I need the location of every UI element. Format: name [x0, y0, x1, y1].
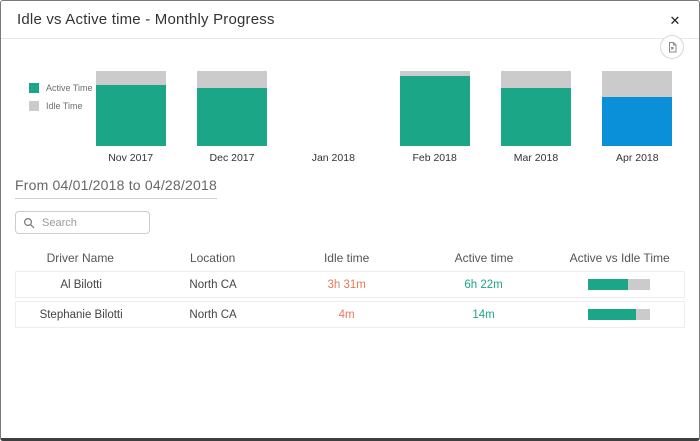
month-label: Apr 2018 [615, 152, 659, 164]
col-header-driver-name: Driver Name [46, 251, 114, 265]
table-row[interactable]: Stephanie Bilotti North CA 4m 14m [15, 301, 685, 328]
active-vs-idle-bar [587, 309, 650, 320]
active-time-swatch [29, 83, 39, 93]
chart-slot: Feb 2018 [384, 71, 485, 183]
stacked-bar-feb-2018[interactable] [399, 71, 470, 146]
col-header-location: Location [189, 251, 236, 265]
cell-idle-time: 3h 31m [327, 278, 366, 291]
export-report-button[interactable] [660, 35, 684, 59]
drivers-table: Driver Name Location Idle time Active ti… [15, 248, 685, 328]
cell-driver-name: Al Bilotti [60, 278, 102, 291]
idle-time-swatch [29, 101, 39, 111]
search-icon [23, 216, 35, 234]
legend-item-active: Active Time [29, 83, 93, 93]
chart-legend: Active Time Idle Time [29, 83, 93, 119]
cell-active-time: 14m [472, 308, 495, 321]
search-input[interactable] [15, 211, 150, 234]
bar-segment-idle [500, 71, 571, 89]
date-range-heading: From 04/01/2018 to 04/28/2018 [15, 177, 217, 199]
month-label: Jan 2018 [311, 152, 355, 164]
cell-idle-time: 4m [338, 308, 355, 321]
bar-segment-idle [95, 71, 166, 86]
bar-segment-active [399, 76, 470, 146]
bar-segment-idle [196, 71, 267, 88]
chart-slot: Jan 2018 [283, 71, 384, 183]
legend-item-idle: Idle Time [29, 101, 93, 111]
stacked-bar-dec-2017[interactable] [196, 71, 267, 146]
period-row: From 04/01/2018 to 04/28/2018 [1, 169, 699, 199]
chart-slot: Mar 2018 [485, 71, 586, 183]
table-row[interactable]: Al Bilotti North CA 3h 31m 6h 22m [15, 271, 685, 298]
col-header-active-time: Active time [454, 251, 514, 265]
chart-slot: Apr 2018 [587, 71, 688, 183]
monthly-progress-chart: Active Time Idle Time Nov 2017 Dec 2017 Ja… [1, 39, 699, 169]
modal-header: Idle vs Active time - Monthly Progress [1, 1, 699, 39]
chart-bars: Nov 2017 Dec 2017 Jan 2018 Feb 2018 Mar 2018… [80, 71, 688, 183]
bar-segment-active [196, 87, 267, 146]
chart-slot: Nov 2017 [80, 71, 181, 183]
col-header-idle-time: Idle time [323, 251, 370, 265]
legend-label: Active Time [46, 83, 93, 93]
col-header-active-vs-idle: Active vs Idle Time [569, 251, 670, 265]
stacked-bar-apr-2018[interactable] [602, 71, 673, 146]
month-label: Dec 2017 [209, 152, 255, 164]
month-label: Feb 2018 [412, 152, 457, 164]
stacked-bar-mar-2018[interactable] [500, 71, 571, 146]
legend-label: Idle Time [46, 101, 83, 111]
bar-segment-active [602, 97, 673, 146]
bar-segment-idle [399, 71, 470, 77]
cell-location: North CA [189, 308, 237, 321]
bar-segment-active [500, 88, 571, 146]
active-vs-idle-bar [587, 279, 650, 290]
bar-segment-idle [602, 71, 673, 98]
chart-slot: Dec 2017 [181, 71, 282, 183]
cell-active-time: 6h 22m [464, 278, 503, 291]
table-header-row: Driver Name Location Idle time Active ti… [15, 248, 685, 268]
bar-segment-active [95, 85, 166, 146]
export-file-icon [666, 41, 679, 54]
cell-location: North CA [189, 278, 237, 291]
month-label: Mar 2018 [513, 152, 559, 164]
close-button[interactable]: ✕ [663, 9, 687, 33]
month-label: Nov 2017 [108, 152, 154, 164]
search-box [15, 211, 150, 234]
page-title: Idle vs Active time - Monthly Progress [17, 11, 275, 28]
stacked-bar-nov-2017[interactable] [95, 71, 166, 146]
cell-driver-name: Stephanie Bilotti [39, 308, 123, 321]
